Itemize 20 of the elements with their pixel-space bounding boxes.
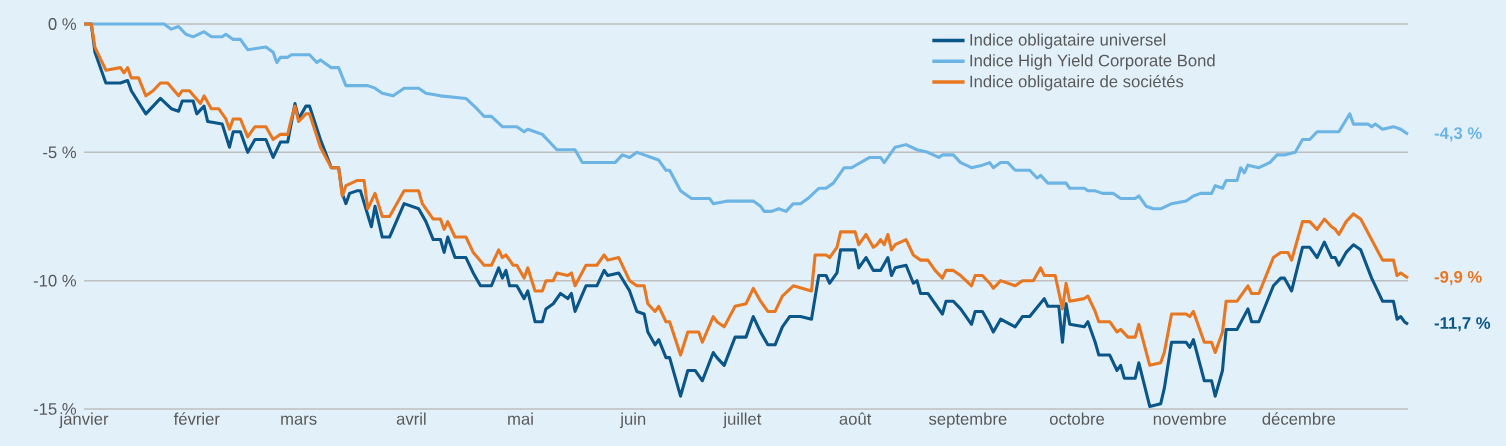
x-tick-label: juillet bbox=[722, 412, 762, 429]
legend-label: Indice obligataire de sociétés bbox=[970, 74, 1184, 91]
annotation: -4,3 % bbox=[1434, 127, 1482, 142]
legend-label: Indice High Yield Corporate Bond bbox=[970, 54, 1215, 70]
x-tick-label: août bbox=[839, 412, 872, 425]
annotation: -11,7 % bbox=[1434, 317, 1491, 332]
x-tick-label: novembre bbox=[1153, 412, 1227, 425]
x-tick-label: mars bbox=[281, 415, 317, 425]
legend-label: Indice obligataire universel bbox=[970, 33, 1166, 49]
y-tick-label: -10 % bbox=[33, 274, 77, 287]
x-tick-label: février bbox=[173, 412, 220, 425]
x-tick-label: septembre bbox=[928, 412, 1007, 429]
x-tick-label: octobre bbox=[1049, 412, 1105, 425]
annotation: -9,9 % bbox=[1434, 270, 1482, 286]
x-tick-label: avril bbox=[396, 412, 426, 425]
x-tick-label: décembre bbox=[1262, 412, 1336, 425]
x-tick-label: juin bbox=[619, 412, 646, 429]
x-tick-label: mai bbox=[508, 412, 533, 425]
y-tick-label: -5 % bbox=[43, 146, 77, 159]
y-tick-label: 0 % bbox=[48, 18, 77, 30]
